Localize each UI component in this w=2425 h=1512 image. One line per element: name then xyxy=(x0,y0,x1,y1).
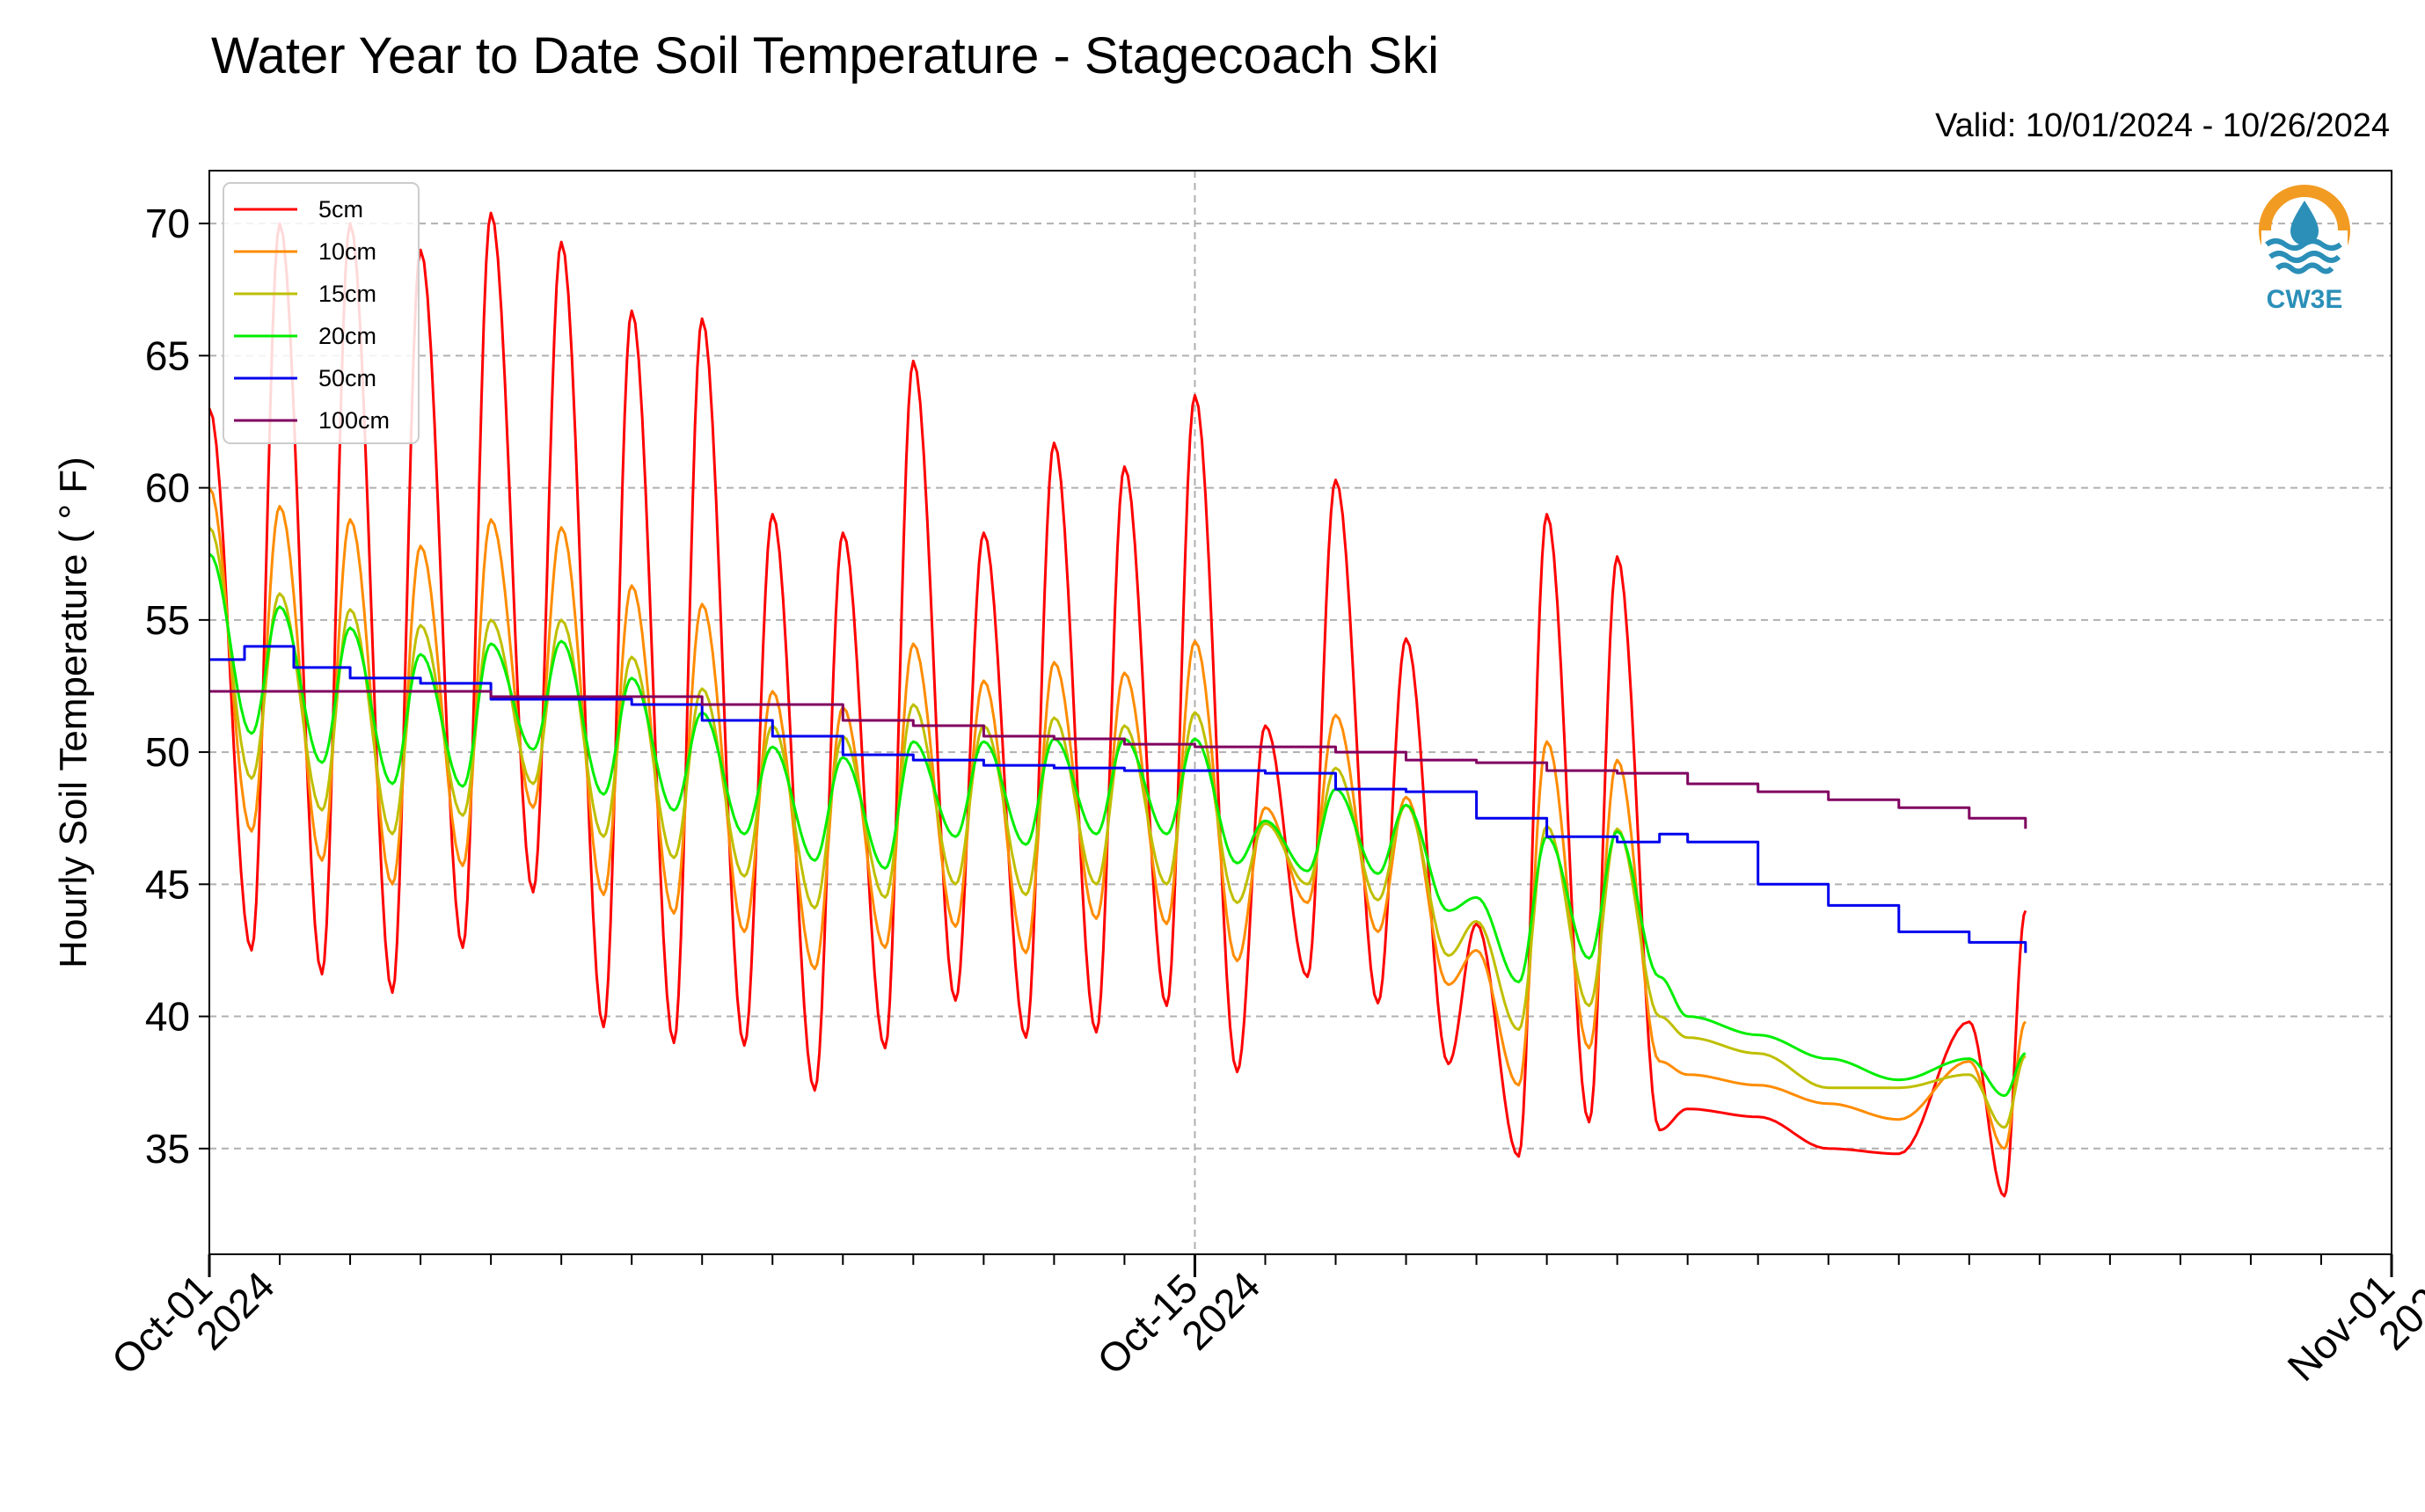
cw3e-logo: CW3E xyxy=(2259,185,2350,314)
series-line-20cm xyxy=(208,552,2027,1098)
logo-waves-icon xyxy=(2265,238,2342,274)
legend-label: 100cm xyxy=(318,407,390,434)
legend-label: 15cm xyxy=(318,281,376,307)
y-tick-label: 35 xyxy=(145,1126,190,1172)
grid-lines xyxy=(208,171,2392,1254)
y-tick-label: 45 xyxy=(145,861,190,907)
y-axis-ticks: 35 40 45 50 55 60 65 70 xyxy=(145,201,209,1172)
series-line-50cm xyxy=(209,645,2027,953)
y-tick-label: 70 xyxy=(145,201,190,246)
legend-label: 10cm xyxy=(318,238,376,265)
valid-date-range: Valid: 10/01/2024 - 10/26/2024 xyxy=(1935,107,2390,144)
legend: 5cm 10cm 15cm 20cm 50cm 100cm xyxy=(223,182,420,444)
y-tick-label: 55 xyxy=(145,597,190,643)
y-axis-label: Hourly Soil Temperature ( ° F) xyxy=(52,457,95,968)
y-tick-label: 60 xyxy=(145,465,190,511)
series-lines xyxy=(208,211,2027,1198)
y-tick-label: 65 xyxy=(145,332,190,378)
series-line-10cm xyxy=(208,486,2027,1150)
legend-label: 5cm xyxy=(318,196,363,223)
water-drop-icon xyxy=(2290,201,2319,245)
y-tick-label: 40 xyxy=(145,994,190,1040)
legend-label: 50cm xyxy=(318,365,376,391)
logo-text: CW3E xyxy=(2267,285,2343,314)
series-line-5cm xyxy=(208,211,2027,1198)
y-tick-label: 50 xyxy=(145,729,190,775)
series-line-15cm xyxy=(208,526,2027,1129)
chart-title: Water Year to Date Soil Temperature - St… xyxy=(211,27,1439,84)
legend-label: 20cm xyxy=(318,323,376,349)
plot-frame xyxy=(208,170,2392,1255)
series-line-100cm xyxy=(209,690,2027,829)
